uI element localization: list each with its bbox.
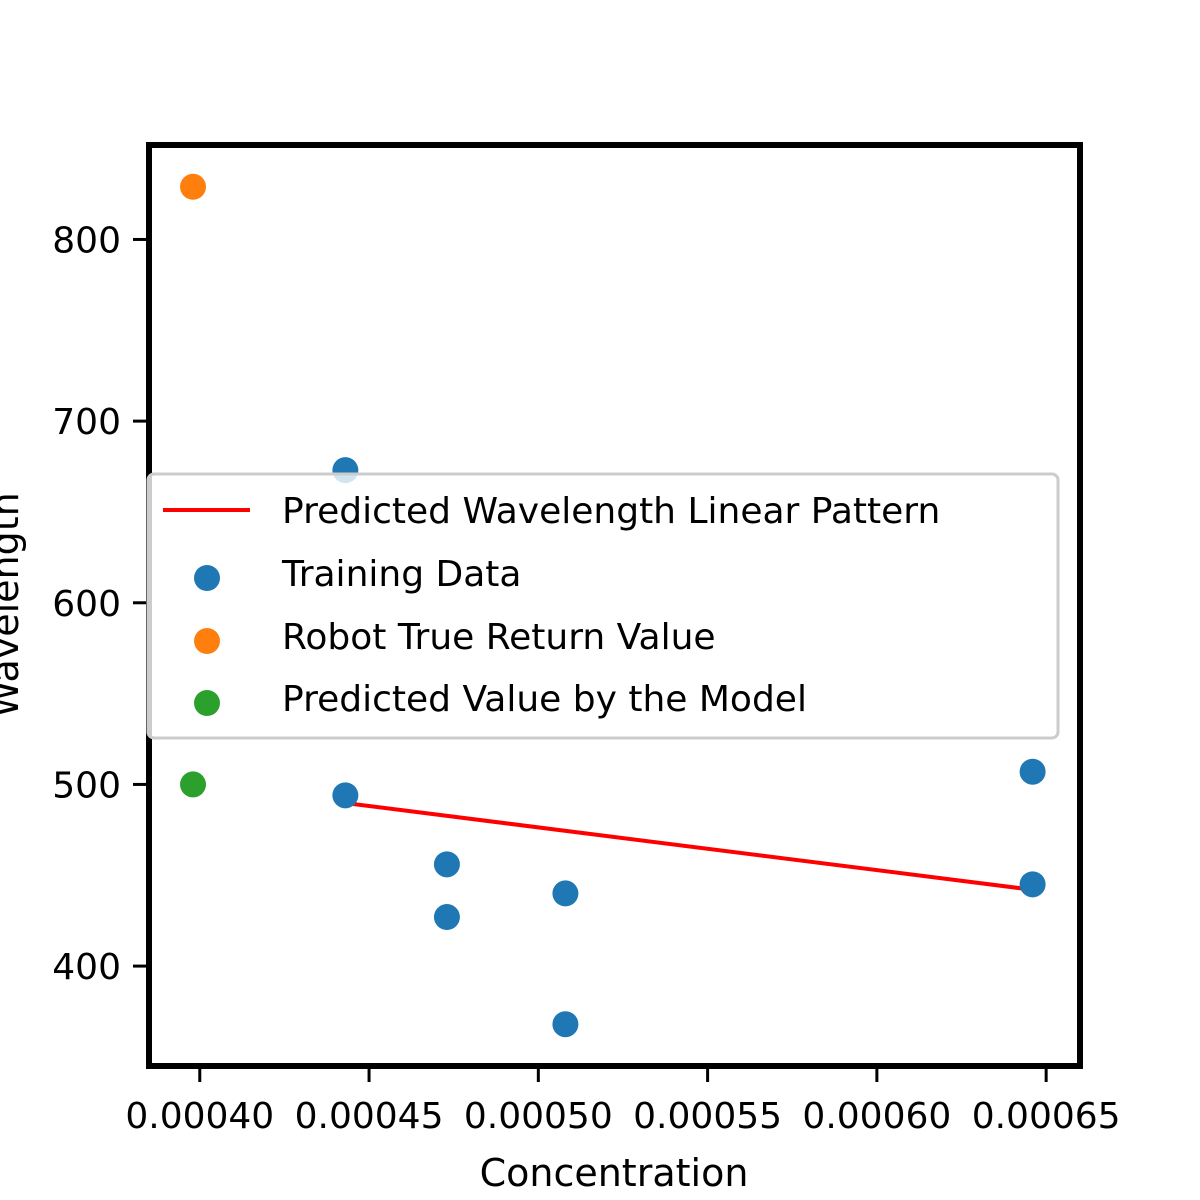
data-point [552, 880, 579, 907]
legend-label: Predicted Wavelength Linear Pattern [282, 491, 940, 532]
x-tick-label: 0.00060 [802, 1096, 951, 1137]
x-tick-label: 0.00045 [295, 1096, 444, 1137]
x-tick-label: 0.00065 [972, 1096, 1121, 1137]
data-point [180, 173, 207, 200]
legend-label: Predicted Value by the Model [282, 679, 807, 720]
x-tick-label: 0.00055 [633, 1096, 782, 1137]
legend-marker-swatch [194, 690, 220, 716]
y-tick-label: 400 [52, 947, 121, 988]
data-point [332, 782, 359, 809]
series-line [341, 800, 1033, 892]
data-point [433, 851, 460, 878]
x-axis: 0.00040 0.00045 0.00050 0.00055 0.00060 0.000… [125, 1069, 1121, 1137]
y-tick-label: 800 [52, 220, 121, 261]
data-point [1019, 871, 1046, 898]
y-axis-label: Wavelength [0, 492, 27, 717]
y-tick-label: 700 [52, 402, 121, 443]
y-axis: 400 500 600 700 800 [52, 220, 146, 988]
legend: Predicted Wavelength Linear Pattern Train… [146, 472, 1060, 740]
legend-label: Training Data [281, 554, 521, 595]
legend-marker-swatch [194, 628, 220, 654]
legend-box [146, 472, 1060, 740]
x-axis-label: Concentration [480, 1151, 749, 1195]
data-point [552, 1011, 579, 1038]
x-tick-label: 0.00050 [464, 1096, 613, 1137]
data-point [1019, 758, 1046, 785]
data-point [433, 904, 460, 931]
x-tick-label: 0.00040 [125, 1096, 274, 1137]
y-tick-label: 500 [52, 765, 121, 806]
y-tick-label: 600 [52, 584, 121, 625]
legend-marker-swatch [194, 565, 220, 591]
data-point [180, 771, 207, 798]
plot-marks [180, 173, 1046, 1038]
legend-label: Robot True Return Value [282, 617, 716, 658]
